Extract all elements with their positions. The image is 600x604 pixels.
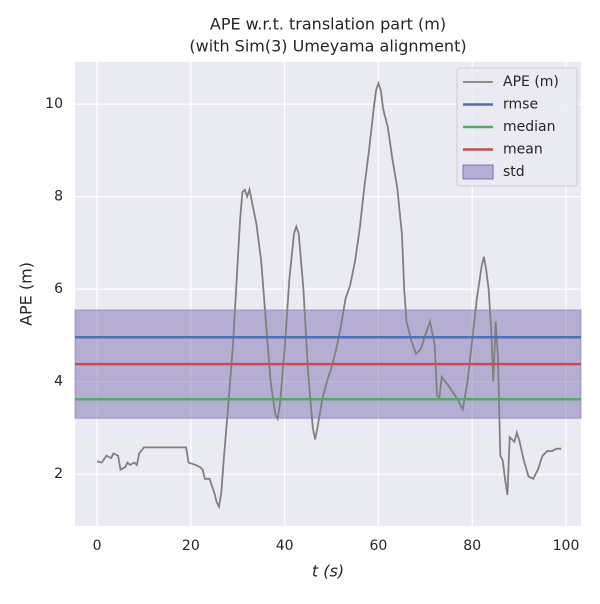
chart-title: APE w.r.t. translation part (m) (210, 15, 446, 34)
x-tick-label: 20 (182, 538, 200, 554)
x-tick-label: 40 (276, 538, 294, 554)
legend-label: APE (m) (503, 74, 559, 90)
y-tick-label: 10 (45, 96, 63, 112)
x-tick-label: 100 (553, 538, 580, 554)
x-axis-label: t (s) (312, 562, 344, 581)
legend-label: std (503, 164, 525, 180)
x-tick-label: 0 (93, 538, 102, 554)
y-tick-label: 8 (54, 189, 63, 205)
legend-label: rmse (503, 97, 538, 113)
legend-label: median (503, 119, 555, 135)
x-tick-label: 80 (463, 538, 481, 554)
legend-swatch (462, 164, 494, 180)
y-axis-label: APE (m) (17, 262, 36, 326)
y-tick-label: 6 (54, 281, 63, 297)
plot (74, 80, 582, 510)
legend-label: mean (503, 142, 543, 158)
chart-subtitle: (with Sim(3) Umeyama alignment) (189, 37, 466, 56)
legend: APE (m) rmse median mean std (456, 67, 578, 187)
y-tick-label: 4 (54, 374, 63, 390)
legend-box (456, 67, 578, 187)
x-tick-label: 60 (369, 538, 387, 554)
y-tick-label: 2 (54, 466, 63, 482)
